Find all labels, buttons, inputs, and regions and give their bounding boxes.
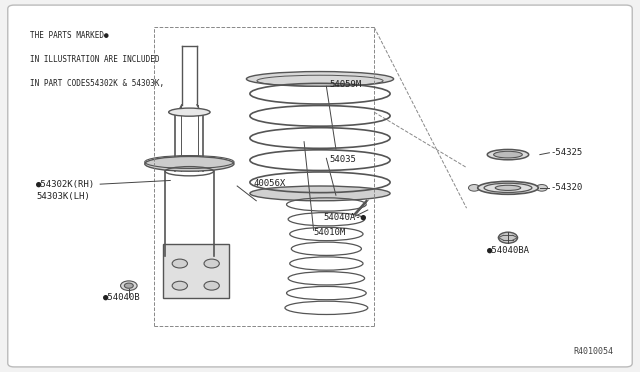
Text: -54320: -54320	[550, 183, 583, 192]
Text: IN ILLUSTRATION ARE INCLUDED: IN ILLUSTRATION ARE INCLUDED	[30, 55, 159, 64]
Circle shape	[204, 259, 220, 268]
Circle shape	[468, 185, 480, 191]
Ellipse shape	[495, 185, 521, 190]
Text: IN PART CODES54302K & 54303K,: IN PART CODES54302K & 54303K,	[30, 79, 164, 88]
Text: ●54302K(RH): ●54302K(RH)	[36, 180, 95, 189]
FancyBboxPatch shape	[163, 244, 229, 298]
Ellipse shape	[493, 151, 522, 158]
Text: 54035: 54035	[330, 155, 356, 164]
FancyBboxPatch shape	[8, 5, 632, 367]
Circle shape	[536, 185, 547, 191]
Text: R4010054: R4010054	[573, 347, 613, 356]
Ellipse shape	[477, 182, 538, 194]
Ellipse shape	[487, 150, 529, 160]
Text: ●54040BA: ●54040BA	[487, 246, 530, 255]
Text: 40056X: 40056X	[253, 179, 285, 187]
Circle shape	[124, 283, 133, 288]
Text: 54059M: 54059M	[330, 80, 362, 89]
Circle shape	[120, 281, 137, 291]
Text: 54040A-●: 54040A-●	[323, 213, 366, 222]
Text: -54325: -54325	[550, 148, 583, 157]
Text: 54303K(LH): 54303K(LH)	[36, 192, 90, 201]
Ellipse shape	[169, 108, 210, 116]
Circle shape	[172, 281, 188, 290]
Text: THE PARTS MARKED●: THE PARTS MARKED●	[30, 31, 109, 40]
Ellipse shape	[246, 71, 394, 86]
Ellipse shape	[250, 186, 390, 201]
Text: ●54040B: ●54040B	[103, 293, 141, 302]
Circle shape	[204, 281, 220, 290]
Circle shape	[172, 259, 188, 268]
Text: 54010M: 54010M	[314, 228, 346, 237]
Circle shape	[499, 232, 518, 243]
Ellipse shape	[145, 157, 234, 171]
